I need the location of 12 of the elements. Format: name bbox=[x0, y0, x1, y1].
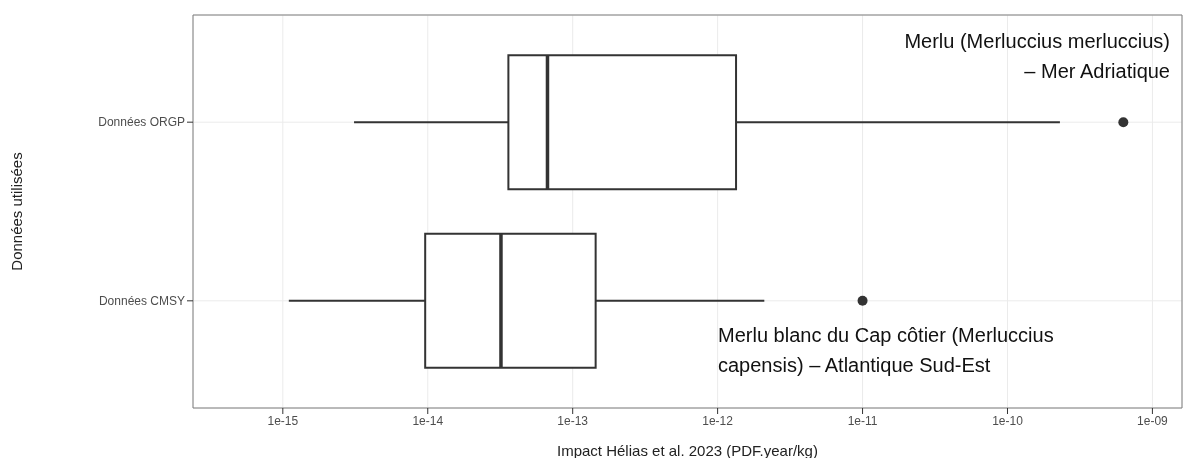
x-tick-label: 1e-11 bbox=[847, 413, 878, 428]
y-axis-title: Données utilisées bbox=[8, 152, 26, 271]
x-tick-label: 1e-09 bbox=[1137, 413, 1169, 428]
annotation: Merlu blanc du Cap côtier (Merluccius capensis) – Atlantique Sud-Est bbox=[718, 323, 1054, 378]
x-tick-label: 1e-12 bbox=[702, 413, 734, 428]
y-tick-label: Données CMSY bbox=[98, 294, 185, 309]
x-tick-label: 1e-10 bbox=[992, 413, 1024, 428]
x-tick-label: 1e-14 bbox=[412, 413, 444, 428]
x-tick-label: 1e-15 bbox=[267, 413, 299, 428]
y-tick-label: Données ORGP bbox=[98, 115, 185, 130]
annotation: Merlu (Merluccius merluccius) – Mer Adriatique bbox=[904, 29, 1170, 84]
x-tick-label: 1e-13 bbox=[557, 413, 589, 428]
